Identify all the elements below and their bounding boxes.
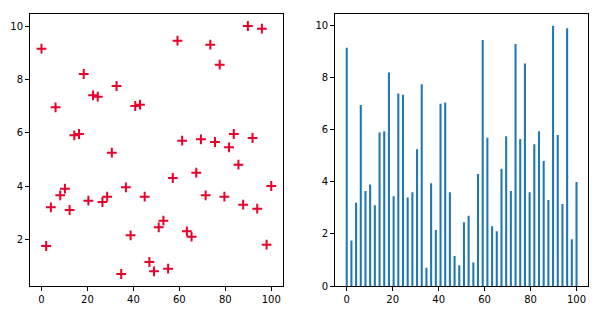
- svg-text:100: 100: [262, 294, 281, 305]
- svg-text:8: 8: [322, 72, 328, 83]
- svg-text:8: 8: [17, 74, 23, 85]
- svg-text:20: 20: [81, 294, 94, 305]
- svg-text:2: 2: [322, 228, 328, 239]
- svg-text:40: 40: [432, 294, 445, 305]
- svg-text:20: 20: [386, 294, 399, 305]
- svg-text:60: 60: [173, 294, 186, 305]
- svg-text:80: 80: [219, 294, 232, 305]
- svg-text:40: 40: [127, 294, 140, 305]
- svg-text:10: 10: [315, 20, 328, 31]
- svg-text:0: 0: [38, 294, 44, 305]
- svg-text:0: 0: [322, 281, 328, 292]
- svg-text:100: 100: [567, 294, 586, 305]
- svg-text:6: 6: [322, 124, 328, 135]
- svg-text:2: 2: [17, 234, 23, 245]
- svg-text:6: 6: [17, 127, 23, 138]
- svg-text:10: 10: [10, 21, 23, 32]
- svg-text:60: 60: [478, 294, 491, 305]
- svg-text:0: 0: [344, 294, 350, 305]
- svg-text:80: 80: [524, 294, 537, 305]
- svg-text:4: 4: [17, 181, 23, 192]
- svg-text:4: 4: [322, 176, 328, 187]
